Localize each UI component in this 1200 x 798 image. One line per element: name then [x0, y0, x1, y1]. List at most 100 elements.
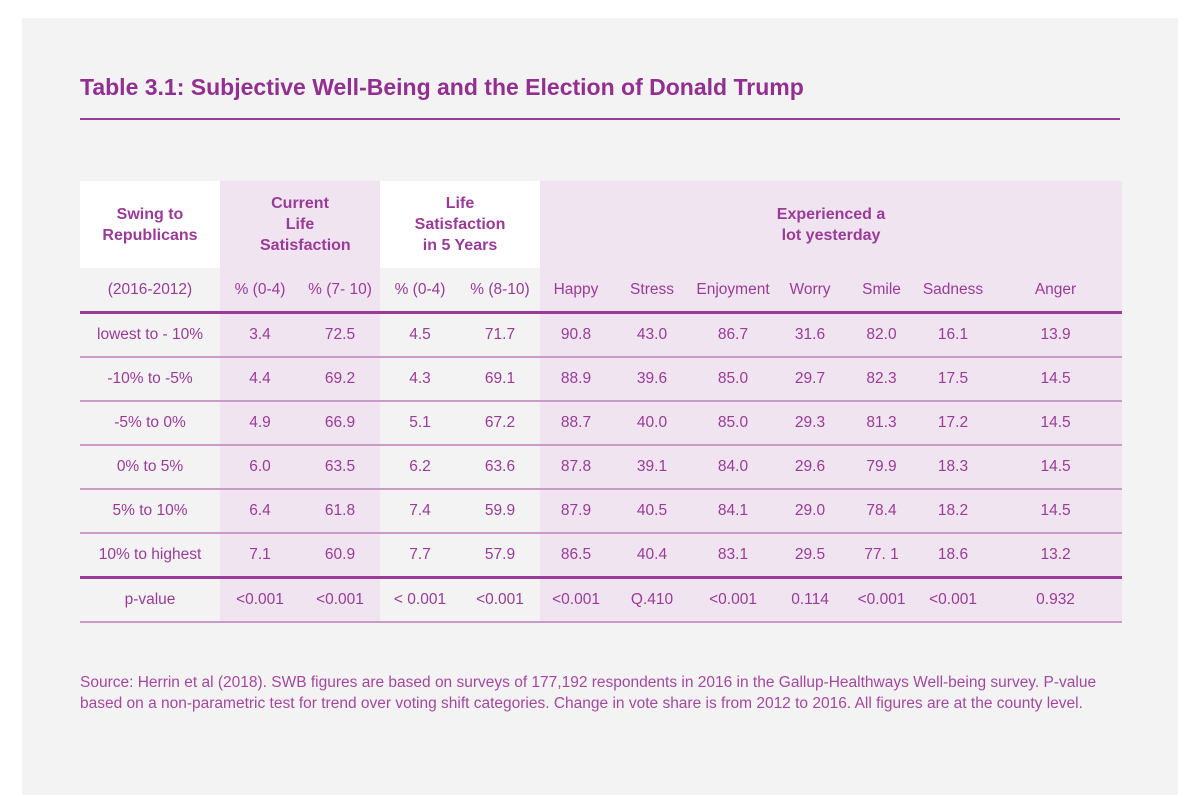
- table-cell: 14.5: [989, 357, 1123, 402]
- row-label: -5% to 0%: [80, 401, 220, 446]
- table-cell: 77. 1: [846, 533, 918, 579]
- table-cell: 85.0: [692, 357, 775, 402]
- pvalue-cell: 0.932: [989, 577, 1123, 623]
- row-label: lowest to - 10%: [80, 312, 220, 358]
- table-cell: 67.2: [460, 401, 541, 446]
- row-label: 0% to 5%: [80, 445, 220, 490]
- table-cell: 17.2: [917, 401, 990, 446]
- table-cell: 4.4: [220, 357, 300, 402]
- table-cell: 14.5: [989, 401, 1123, 446]
- table-row: 10% to highest 7.1 60.9 7.7 57.9 86.5 40.4 83.1…: [80, 533, 1123, 579]
- table-cell: 60.9: [300, 533, 380, 579]
- table-cell: 4.9: [220, 401, 300, 446]
- table-cell: 29.5: [774, 533, 847, 579]
- column-header: % (7- 10): [300, 268, 380, 314]
- table-row: -5% to 0% 4.9 66.9 5.1 67.2 88.7 40.0 85.0 29.3 8…: [80, 401, 1123, 446]
- pvalue-cell: Q.410: [612, 577, 693, 623]
- table-cell: 14.5: [989, 445, 1123, 490]
- column-header: % (0-4): [220, 268, 300, 314]
- table-cell: 17.5: [917, 357, 990, 402]
- table-cell: 85.0: [692, 401, 775, 446]
- table-cell: 71.7: [460, 312, 541, 358]
- table-cell: 14.5: [989, 489, 1123, 534]
- table-cell: 90.8: [540, 312, 613, 358]
- table-cell: 4.5: [380, 312, 460, 358]
- pvalue-cell: <0.001: [460, 577, 541, 623]
- table-row: 0% to 5% 6.0 63.5 6.2 63.6 87.8 39.1 84.0 29.6 79…: [80, 445, 1123, 490]
- row-label: 5% to 10%: [80, 489, 220, 534]
- column-header: Stress: [612, 268, 693, 314]
- source-note: Source: Herrin et al (2018). SWB figures…: [80, 674, 1097, 712]
- table-title: Table 3.1: Subjective Well-Being and the…: [80, 74, 804, 100]
- table-cell: 4.3: [380, 357, 460, 402]
- table-cell: 82.0: [846, 312, 918, 358]
- table-cell: 86.7: [692, 312, 775, 358]
- table-cell: 29.0: [774, 489, 847, 534]
- table-cell: 59.9: [460, 489, 541, 534]
- pvalue-cell: <0.001: [220, 577, 300, 623]
- table-cell: 86.5: [540, 533, 613, 579]
- data-table: Swing to Republicans Current Life Satisf…: [80, 181, 1123, 623]
- column-header: Anger: [989, 268, 1123, 314]
- pvalue-cell: <0.001: [692, 577, 775, 623]
- table-cell: 40.0: [612, 401, 693, 446]
- table-cell: 69.1: [460, 357, 541, 402]
- table-cell: 83.1: [692, 533, 775, 579]
- table-cell: 5.1: [380, 401, 460, 446]
- table-cell: 7.1: [220, 533, 300, 579]
- table-cell: 7.7: [380, 533, 460, 579]
- table-cell: 39.1: [612, 445, 693, 490]
- table-cell: 63.6: [460, 445, 541, 490]
- header-swing: Swing to Republicans: [80, 181, 220, 268]
- table-cell: 88.9: [540, 357, 613, 402]
- column-header: (2016-2012): [80, 268, 220, 314]
- row-label: p-value: [80, 577, 220, 623]
- column-header: % (0-4): [380, 268, 460, 314]
- header-experienced: Experienced a lot yesterday: [540, 181, 1123, 268]
- column-header: Smile: [846, 268, 918, 314]
- table-cell: 69.2: [300, 357, 380, 402]
- table-cell: 63.5: [300, 445, 380, 490]
- column-header: % (8-10): [460, 268, 541, 314]
- table-cell: 16.1: [917, 312, 990, 358]
- pvalue-cell: <0.001: [917, 577, 990, 623]
- table-cell: 18.6: [917, 533, 990, 579]
- table-row: 5% to 10% 6.4 61.8 7.4 59.9 87.9 40.5 84.1 29.0 7…: [80, 489, 1123, 534]
- table-cell: 6.0: [220, 445, 300, 490]
- table-cell: 31.6: [774, 312, 847, 358]
- table-cell: 39.6: [612, 357, 693, 402]
- row-label: -10% to -5%: [80, 357, 220, 402]
- pvalue-cell: <0.001: [846, 577, 918, 623]
- column-header: Enjoyment: [692, 268, 775, 314]
- table-cell: 29.6: [774, 445, 847, 490]
- pvalue-cell: < 0.001: [380, 577, 460, 623]
- table-cell: 87.9: [540, 489, 613, 534]
- table-cell: 43.0: [612, 312, 693, 358]
- column-header: Worry: [774, 268, 847, 314]
- pvalue-cell: 0.114: [774, 577, 847, 623]
- table-cell: 29.3: [774, 401, 847, 446]
- table-cell: 40.5: [612, 489, 693, 534]
- table-cell: 3.4: [220, 312, 300, 358]
- table-cell: 18.3: [917, 445, 990, 490]
- table-cell: 18.2: [917, 489, 990, 534]
- table-row: lowest to - 10% 3.4 72.5 4.5 71.7 90.8 43.0 86.…: [80, 312, 1123, 358]
- table-cell: 81.3: [846, 401, 918, 446]
- row-label: 10% to highest: [80, 533, 220, 579]
- table-cell: 29.7: [774, 357, 847, 402]
- table-cell: 6.2: [380, 445, 460, 490]
- header-current-life-satisfaction: Current Life Satisfaction: [220, 181, 380, 268]
- table-cell: 72.5: [300, 312, 380, 358]
- table-cell: 6.4: [220, 489, 300, 534]
- column-header: Sadness: [917, 268, 990, 314]
- table-cell: 84.1: [692, 489, 775, 534]
- table-cell: 13.9: [989, 312, 1123, 358]
- table-cell: 79.9: [846, 445, 918, 490]
- pvalue-cell: <0.001: [300, 577, 380, 623]
- table-cell: 7.4: [380, 489, 460, 534]
- pvalue-cell: <0.001: [540, 577, 613, 623]
- table-cell: 66.9: [300, 401, 380, 446]
- table-cell: 87.8: [540, 445, 613, 490]
- table-cell: 84.0: [692, 445, 775, 490]
- table-cell: 82.3: [846, 357, 918, 402]
